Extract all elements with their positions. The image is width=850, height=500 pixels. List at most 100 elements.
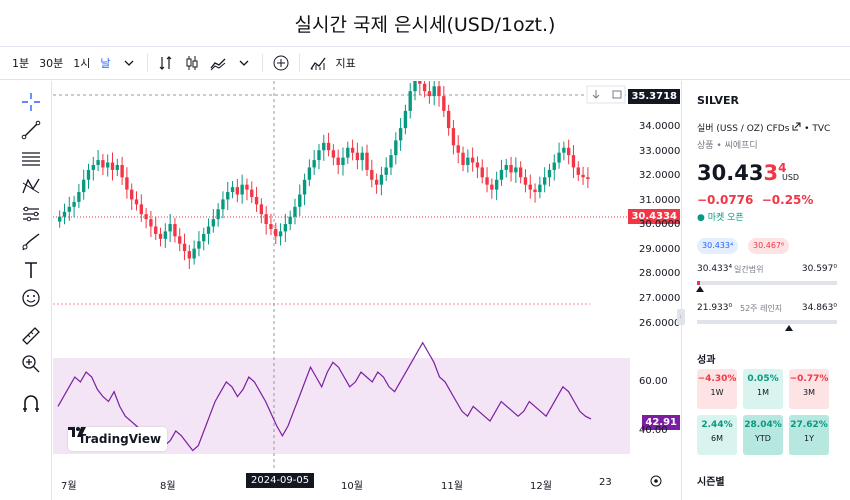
interval-1h[interactable]: 1시: [73, 57, 91, 70]
candle-body: [586, 177, 590, 180]
candle-body: [346, 147, 350, 158]
text-tool-icon[interactable]: [20, 259, 42, 281]
drawing-toolbar: [0, 81, 52, 500]
candle-body: [67, 206, 71, 212]
symbol-details-panel: SILVER 실버 (USS / OZ) CFDs • TVC 상품 • 씨에프…: [681, 81, 850, 500]
day-range-marker: [695, 286, 704, 292]
horizontal-lines-icon[interactable]: [20, 147, 42, 169]
week52-range-row: 21.933⁰ 52주 레인지 34.863⁰: [697, 303, 837, 313]
candle-body: [298, 194, 302, 207]
market-status: ● 마켓 오픈: [697, 213, 744, 223]
symbol-name[interactable]: SILVER: [697, 94, 740, 107]
candle-body: [398, 128, 403, 141]
perf-6m[interactable]: 2.44% 6M: [697, 415, 737, 455]
settings-gear-icon: [650, 475, 662, 487]
symbol-description: 실버 (USS / OZ) CFDs • TVC: [697, 121, 847, 134]
candle-body: [288, 216, 292, 225]
y-tick: 32.0000: [639, 170, 681, 181]
perf-1m[interactable]: 0.05% 1M: [743, 369, 783, 409]
rsi-value-label: 42.91: [642, 415, 680, 430]
candle-body: [240, 184, 244, 195]
bid-price: 30.433⁴: [697, 238, 739, 254]
candle-body: [557, 152, 561, 163]
candle-body: [523, 177, 528, 185]
y-tick: 33.0000: [639, 146, 681, 157]
candle-body: [202, 233, 206, 242]
price-currency: USD: [782, 173, 800, 182]
interval-1m[interactable]: 1분: [12, 57, 30, 70]
x-tick: 7월: [61, 481, 77, 492]
zoom-in-icon[interactable]: [20, 353, 42, 375]
x-tick: 10월: [341, 481, 363, 492]
chevron-down-icon[interactable]: [236, 55, 252, 71]
y-tick: 30.0000: [639, 219, 681, 230]
candle-body: [250, 189, 254, 197]
candle-body: [235, 187, 240, 195]
candle-body: [456, 145, 460, 153]
toolbar-divider: [146, 54, 148, 72]
trend-line-icon[interactable]: [20, 119, 42, 141]
settings-gear-center: [654, 479, 658, 483]
candle-body: [77, 192, 81, 202]
compare-icon[interactable]: [158, 55, 174, 71]
candle-body: [154, 226, 158, 234]
brush-icon[interactable]: [20, 231, 42, 253]
candle-body: [125, 177, 129, 190]
candle-body: [91, 165, 95, 170]
candle-body: [278, 231, 283, 237]
y-tick: 29.0000: [639, 244, 681, 255]
indicators-button[interactable]: 지표: [335, 57, 356, 70]
perf-3m[interactable]: −0.77% 3M: [789, 369, 829, 409]
x-tick: 23: [599, 477, 612, 488]
candles-icon[interactable]: [184, 55, 200, 71]
candle-body: [197, 241, 201, 249]
area-chart-icon[interactable]: [209, 55, 226, 71]
magnet-icon[interactable]: [20, 393, 42, 415]
perf-1w[interactable]: −4.30% 1W: [697, 369, 737, 409]
candle-body: [480, 167, 484, 178]
price-chart[interactable]: 35.3718 30.4334 42.91 34.0000 33.0000 32…: [53, 81, 680, 500]
candle-body: [446, 110, 451, 129]
day-low: 30.433⁴: [697, 264, 733, 274]
chevron-down-icon[interactable]: [121, 55, 137, 71]
candle-body: [149, 219, 153, 227]
interval-day[interactable]: 날: [100, 57, 111, 70]
tradingview-logo[interactable]: TradingView: [68, 427, 168, 451]
candle-body: [422, 83, 427, 92]
candle-body: [245, 184, 249, 190]
day-range-row: 30.433⁴ 일간범위 30.597⁰: [697, 264, 837, 274]
candle-body: [312, 160, 316, 168]
candle-body: [432, 86, 436, 97]
candle-body: [504, 165, 508, 170]
perf-ytd[interactable]: 28.04% YTD: [743, 415, 783, 455]
pattern-icon[interactable]: [20, 175, 42, 197]
candle-body: [509, 165, 513, 173]
indicators-icon[interactable]: [309, 55, 326, 71]
candle-body: [269, 224, 273, 229]
candle-body: [461, 152, 465, 165]
ruler-icon[interactable]: [20, 325, 42, 347]
price-change: −0.0776 −0.25%: [697, 193, 813, 207]
candle-body: [62, 211, 67, 217]
candle-body: [274, 228, 278, 237]
measure-lines-icon[interactable]: [20, 203, 42, 225]
last-price: 30.4334: [697, 161, 786, 185]
crosshair-icon[interactable]: [20, 91, 42, 113]
price-tail: 3: [763, 161, 779, 185]
candle-body: [96, 160, 100, 165]
rsi-tick: 40.00: [639, 425, 668, 436]
ask-price: 30.467⁶: [748, 238, 790, 254]
week52-range-bar: [697, 320, 837, 324]
perf-1y[interactable]: 27.62% 1Y: [789, 415, 829, 455]
emoji-icon[interactable]: [20, 287, 42, 309]
external-link-icon[interactable]: [792, 122, 801, 134]
y-tick: 31.0000: [639, 195, 681, 206]
candle-body: [418, 81, 422, 84]
candle-body: [552, 162, 556, 170]
candle-body: [389, 155, 393, 168]
add-plus-icon[interactable]: [273, 55, 289, 71]
candle-body: [485, 177, 489, 185]
interval-30m[interactable]: 30분: [39, 57, 64, 70]
candle-body: [576, 167, 580, 175]
candle-body: [192, 248, 196, 259]
